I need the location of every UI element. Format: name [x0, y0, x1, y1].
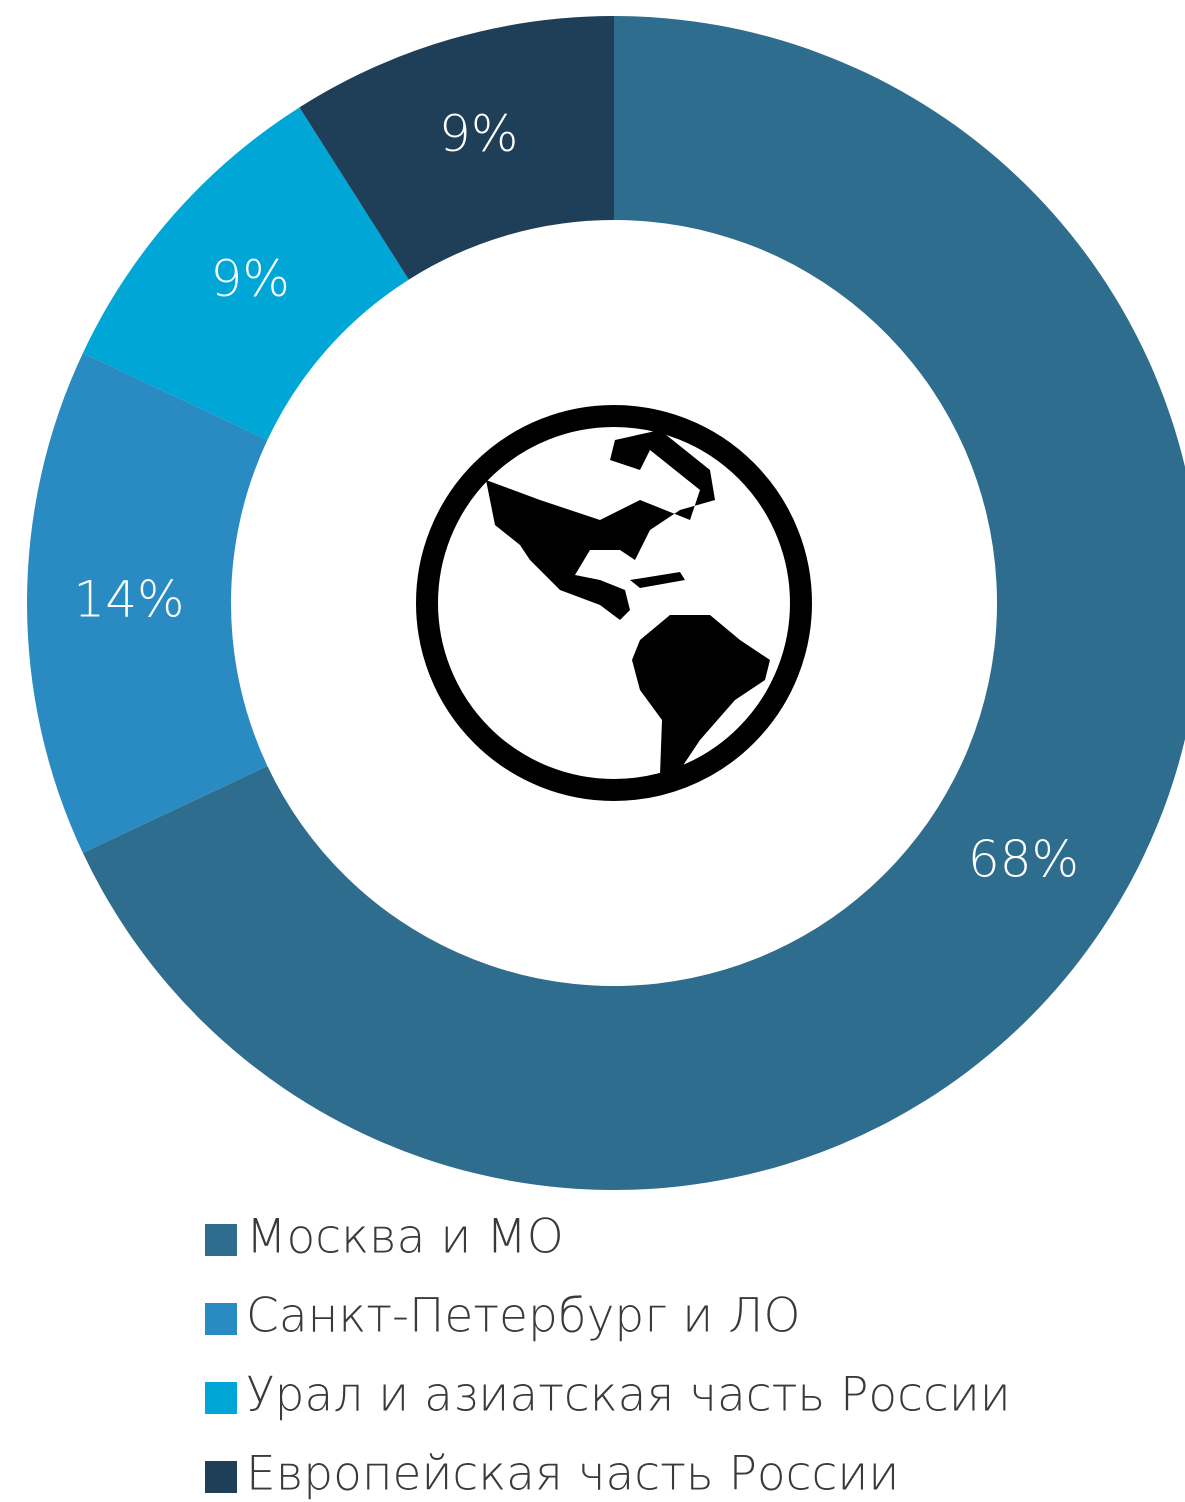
- value-label: 68%: [968, 830, 1079, 888]
- donut-slice: [299, 15, 614, 280]
- donut-slice: [27, 353, 268, 853]
- legend-label: Европейская часть России: [246, 1447, 899, 1502]
- legend-label: Урал и азиатская часть России: [246, 1368, 1011, 1423]
- legend-label: Санкт-Петербург и ЛО: [246, 1289, 800, 1344]
- donut-slice: [82, 16, 1185, 1190]
- legend-swatch: [205, 1224, 237, 1256]
- value-label: 9%: [211, 250, 290, 308]
- donut-slice: [82, 107, 409, 440]
- legend-label: Москва и МО: [246, 1210, 564, 1265]
- value-label: 14%: [73, 571, 184, 629]
- globe-icon: [416, 405, 812, 801]
- legend-swatch: [205, 1303, 237, 1335]
- value-label: 9%: [439, 105, 518, 163]
- legend-swatch: [205, 1461, 237, 1493]
- legend-swatch: [205, 1382, 237, 1414]
